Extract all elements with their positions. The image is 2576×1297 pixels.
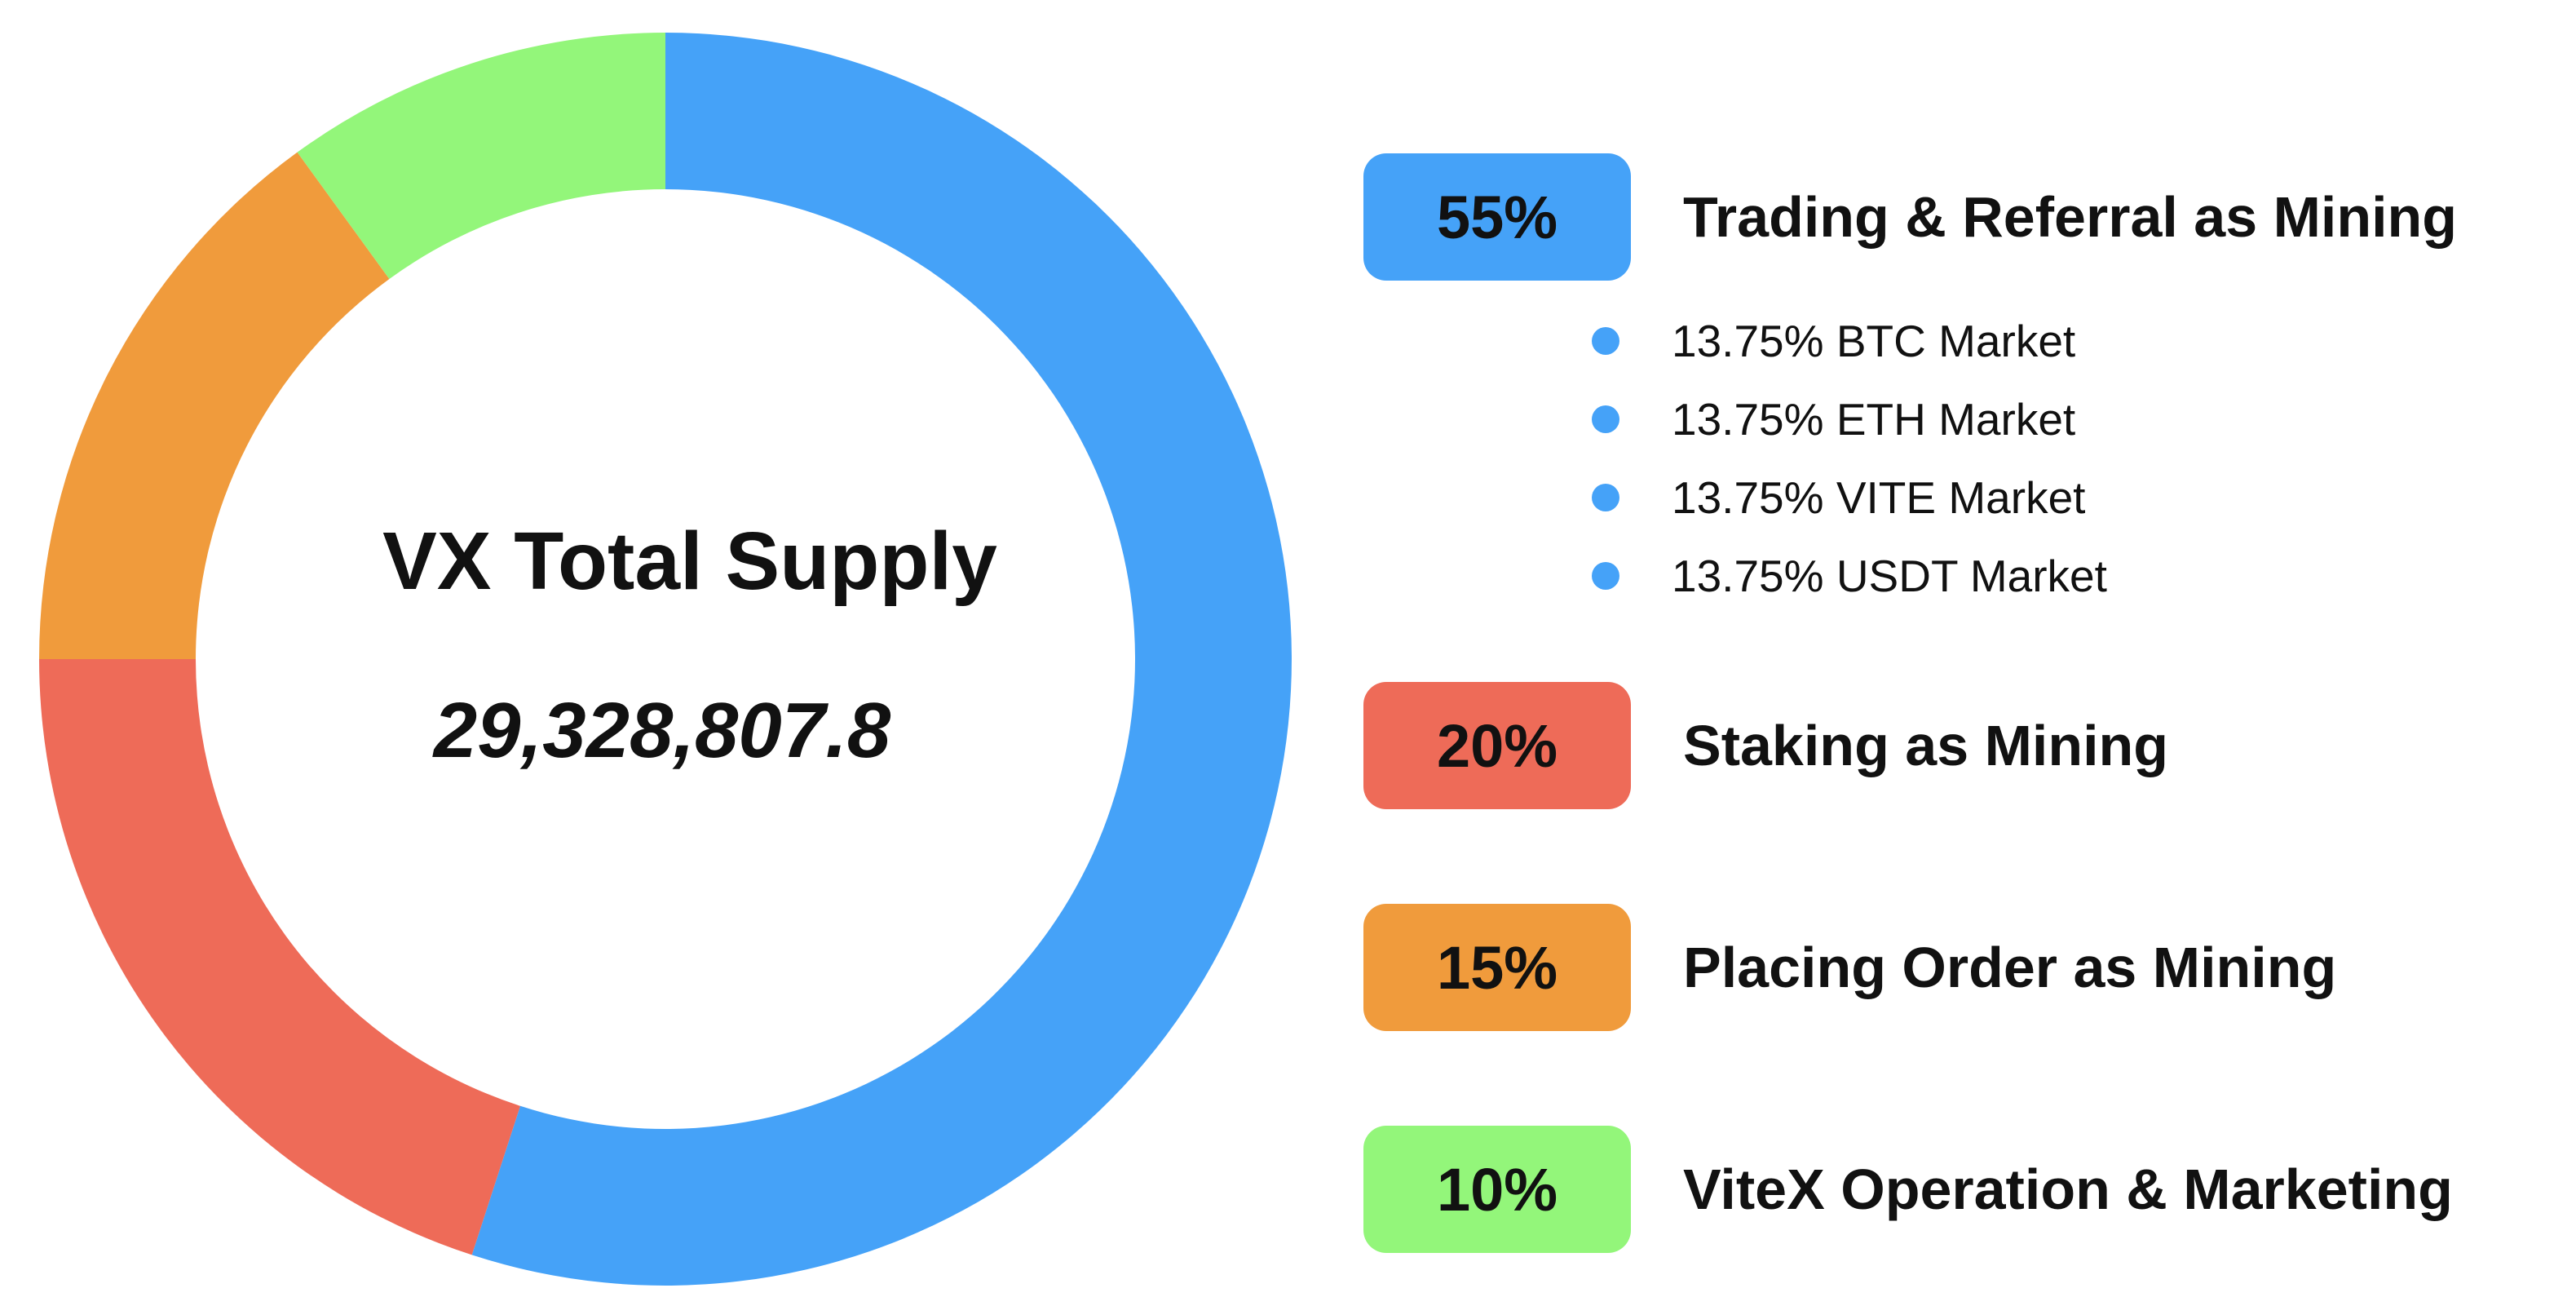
- donut-slice-placing-order-as-mining: [39, 152, 390, 660]
- legend-label-trading: Trading & Referral as Mining: [1683, 185, 2458, 249]
- legend-item-trading: 55% Trading & Referral as Mining: [1363, 153, 2457, 281]
- sub-item-label: 13.75% VITE Market: [1672, 472, 2086, 523]
- legend-item-operation-marketing: 10% ViteX Operation & Marketing: [1363, 1126, 2453, 1253]
- sub-item-label: 13.75% BTC Market: [1672, 316, 2076, 366]
- donut-slice-vitex-operation-marketing: [297, 33, 665, 280]
- total-supply-value: 29,328,807.8: [432, 687, 891, 774]
- sub-item-label: 13.75% ETH Market: [1672, 394, 2076, 445]
- donut-slice-staking-as-mining: [39, 659, 521, 1255]
- bullet-dot-icon: [1592, 562, 1619, 590]
- legend-badge-staking: 20%: [1363, 682, 1631, 809]
- legend-label-staking: Staking as Mining: [1683, 714, 2169, 777]
- donut-slices: [39, 33, 1292, 1286]
- sub-item-label: 13.75% USDT Market: [1672, 551, 2107, 601]
- donut-slice-trading-referral-as-mining: [471, 33, 1292, 1286]
- sub-item-vite-market: 13.75% VITE Market: [1592, 458, 2107, 537]
- legend-item-placing-order: 15% Placing Order as Mining: [1363, 904, 2336, 1031]
- legend-badge-operation-marketing: 10%: [1363, 1126, 1631, 1253]
- legend-label-operation-marketing: ViteX Operation & Marketing: [1683, 1158, 2453, 1221]
- bullet-dot-icon: [1592, 484, 1619, 511]
- sub-item-eth-market: 13.75% ETH Market: [1592, 380, 2107, 458]
- bullet-dot-icon: [1592, 327, 1619, 355]
- legend-item-staking: 20% Staking as Mining: [1363, 682, 2168, 809]
- legend-badge-trading: 55%: [1363, 153, 1631, 281]
- chart-title: VX Total Supply: [382, 516, 997, 607]
- legend-label-placing-order: Placing Order as Mining: [1683, 936, 2337, 999]
- sub-item-usdt-market: 13.75% USDT Market: [1592, 537, 2107, 615]
- legend-badge-placing-order: 15%: [1363, 904, 1631, 1031]
- bullet-dot-icon: [1592, 405, 1619, 433]
- trading-sub-list: 13.75% BTC Market 13.75% ETH Market 13.7…: [1592, 302, 2107, 615]
- donut-chart: VX Total Supply 29,328,807.8: [39, 33, 1292, 1286]
- sub-item-btc-market: 13.75% BTC Market: [1592, 302, 2107, 380]
